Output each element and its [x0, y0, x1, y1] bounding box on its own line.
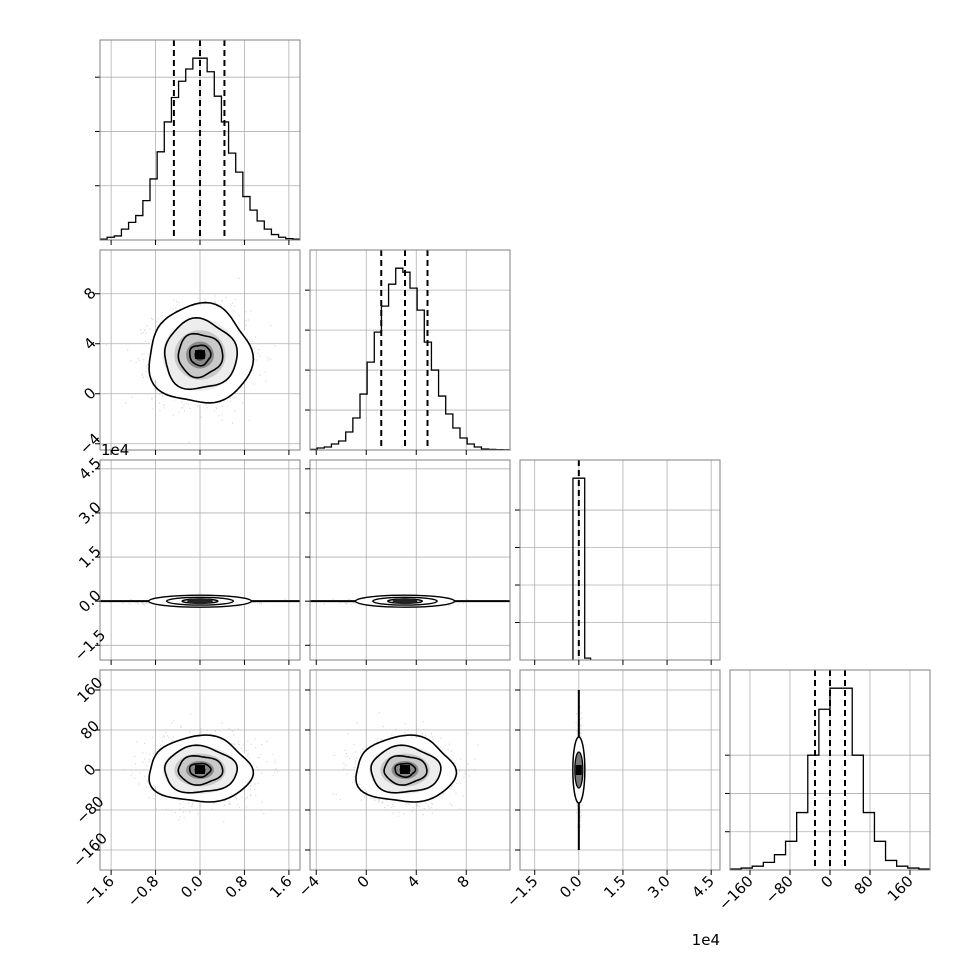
- scatter-panel-2-0: [99, 459, 301, 661]
- x-tick-label: 0: [817, 872, 836, 891]
- histogram-panel-1: [305, 249, 511, 451]
- histogram-step: [730, 687, 930, 870]
- x-tick-label: −160: [715, 872, 757, 914]
- density-contour: [148, 301, 255, 404]
- density-peak: [187, 598, 213, 605]
- x-offset-label: 1e4: [692, 931, 720, 949]
- histogram-step: [572, 477, 592, 660]
- x-tick-label: −80: [762, 872, 797, 907]
- density-peak: [400, 765, 410, 774]
- density-contour: [177, 332, 224, 379]
- scatter-panel-3-1: [309, 669, 511, 871]
- scatter-content: [105, 277, 276, 450]
- scatter-panel-3-2: [519, 669, 721, 871]
- density-contour: [177, 754, 224, 786]
- scatter-content: [572, 690, 586, 850]
- density-contour: [163, 316, 238, 391]
- panel-frame: [309, 249, 511, 451]
- x-tick-label: 80: [851, 872, 877, 898]
- density-contour: [188, 762, 212, 778]
- y-tick-label: 160: [74, 674, 107, 707]
- y-tick-label: −80: [72, 792, 107, 827]
- x-tick-label: 1.6: [266, 872, 296, 902]
- panel-frame: [309, 459, 511, 661]
- density-peak: [195, 350, 205, 359]
- scatter-content: [332, 712, 479, 817]
- density-peak: [575, 765, 582, 775]
- density-contour: [148, 734, 255, 803]
- scatter-panel-2-1: [309, 459, 511, 661]
- x-tick-label: 0.8: [222, 872, 252, 902]
- x-tick-label: −0.8: [124, 872, 162, 910]
- density-contour: [370, 744, 442, 794]
- density-contour: [394, 762, 417, 778]
- histogram-step: [310, 267, 510, 450]
- histogram-step: [100, 57, 300, 240]
- histogram-panel-3: [725, 669, 931, 871]
- x-tick-label: −1.5: [503, 872, 541, 910]
- x-tick-label: 0: [354, 872, 373, 891]
- x-tick-label: −4: [295, 872, 323, 900]
- density-contour: [188, 344, 212, 367]
- scatter-content: [100, 594, 300, 608]
- density-peak: [195, 765, 205, 774]
- density-contour: [163, 744, 238, 794]
- density-contour: [383, 754, 428, 786]
- x-tick-label: 8: [454, 872, 473, 891]
- histogram-panel-2: [515, 459, 721, 661]
- x-tick-label: 0.0: [556, 872, 586, 902]
- x-tick-label: 4.5: [688, 872, 718, 902]
- x-tick-label: 4: [404, 872, 423, 891]
- scatter-content: [310, 594, 510, 608]
- density-contour: [355, 734, 458, 803]
- histogram-panel-0: [95, 39, 301, 241]
- x-tick-label: 3.0: [644, 872, 674, 902]
- x-tick-label: 0.0: [177, 872, 207, 902]
- scatter-content: [124, 713, 279, 823]
- panel-frame: [519, 459, 721, 661]
- density-contour: [372, 596, 438, 606]
- x-tick-label: −1.6: [79, 872, 117, 910]
- density-peak: [392, 598, 418, 605]
- density-contour: [165, 596, 235, 606]
- scatter-panel-1-0: [99, 249, 301, 451]
- x-tick-label: 1.5: [600, 872, 630, 902]
- y-offset-label: 1e4: [101, 441, 129, 459]
- x-tick-label: 160: [884, 872, 917, 905]
- scatter-panel-3-0: [99, 669, 301, 871]
- y-tick-label: 80: [77, 717, 103, 743]
